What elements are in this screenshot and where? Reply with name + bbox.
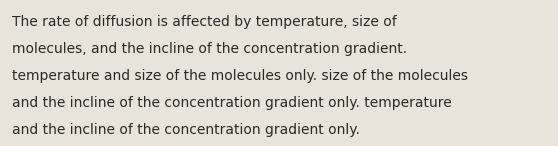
- Text: temperature and size of the molecules only. size of the molecules: temperature and size of the molecules on…: [12, 69, 468, 83]
- Text: and the incline of the concentration gradient only. temperature: and the incline of the concentration gra…: [12, 96, 452, 110]
- Text: molecules, and the incline of the concentration gradient.: molecules, and the incline of the concen…: [12, 42, 407, 56]
- Text: The rate of diffusion is affected by temperature, size of: The rate of diffusion is affected by tem…: [12, 15, 397, 29]
- Text: and the incline of the concentration gradient only.: and the incline of the concentration gra…: [12, 123, 360, 137]
